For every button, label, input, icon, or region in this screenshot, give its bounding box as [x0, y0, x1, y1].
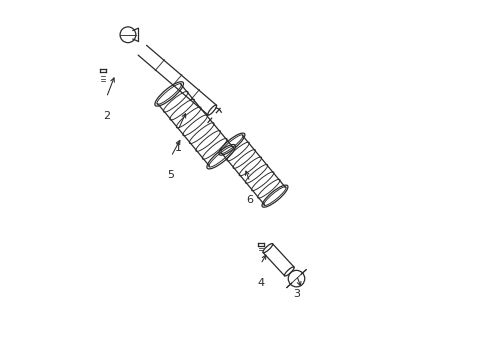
- Text: 5: 5: [167, 170, 174, 180]
- Text: 6: 6: [246, 195, 253, 206]
- Text: 2: 2: [102, 111, 110, 121]
- Text: 1: 1: [174, 143, 181, 153]
- Text: 4: 4: [257, 278, 264, 288]
- Text: 3: 3: [292, 289, 299, 299]
